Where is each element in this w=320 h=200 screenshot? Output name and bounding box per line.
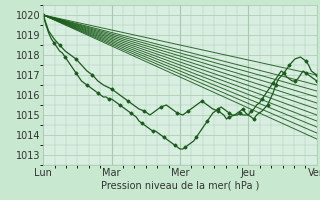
X-axis label: Pression niveau de la mer( hPa ): Pression niveau de la mer( hPa ): [101, 181, 259, 191]
